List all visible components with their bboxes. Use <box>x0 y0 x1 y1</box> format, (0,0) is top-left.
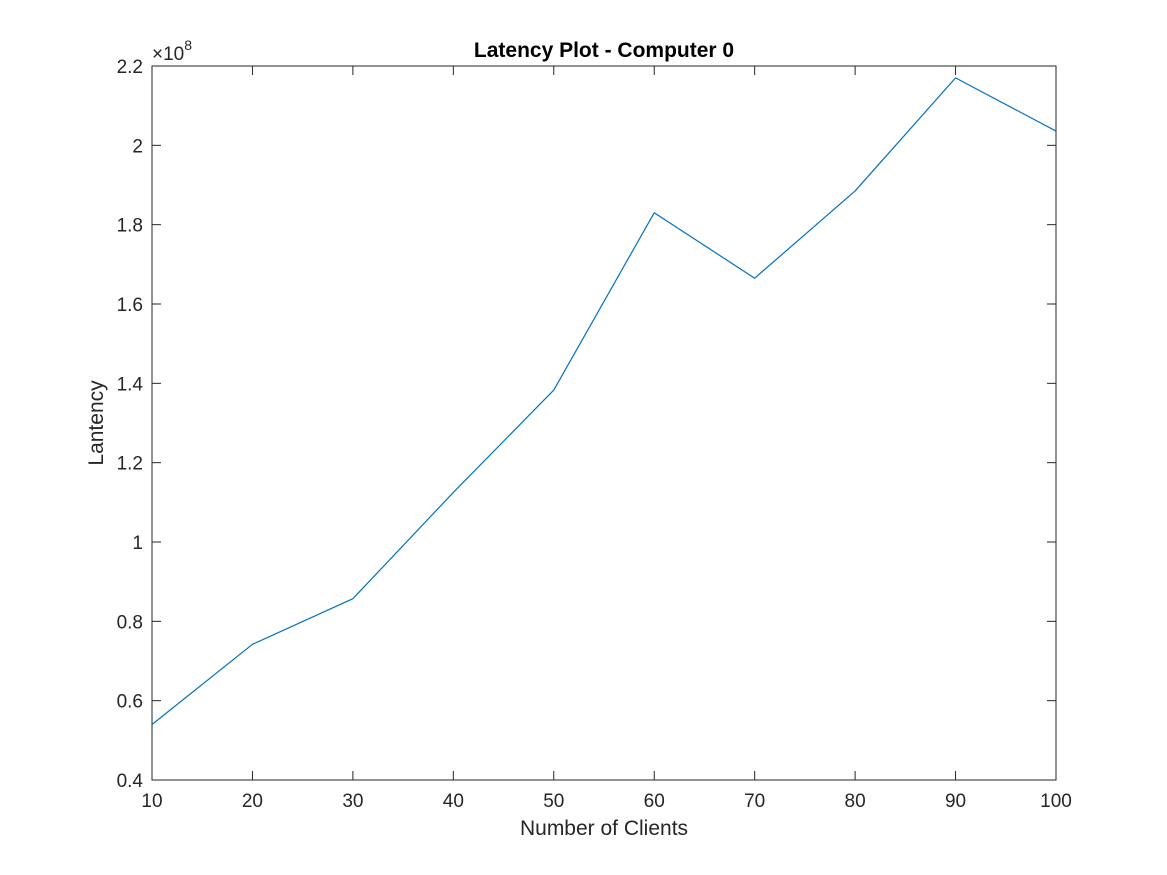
y-tick-label: 0.4 <box>117 771 144 792</box>
series-line <box>151 77 1057 725</box>
y-exponent-power: 8 <box>184 37 192 53</box>
x-tick-label: 10 <box>141 791 162 812</box>
y-tick-label: 1 <box>132 533 143 554</box>
x-tick-label: 90 <box>945 791 966 812</box>
x-tick-label: 70 <box>744 791 765 812</box>
x-axis-title: Number of Clients <box>520 817 688 840</box>
x-tick-label: 30 <box>342 791 363 812</box>
axis-ticks <box>151 65 1057 781</box>
plot-area <box>151 65 1057 781</box>
chart-title: Latency Plot - Computer 0 <box>474 39 734 62</box>
x-tick-label: 60 <box>644 791 665 812</box>
x-tick-label: 100 <box>1040 791 1072 812</box>
y-tick-label: 2.2 <box>117 57 143 78</box>
x-tick-label: 40 <box>443 791 464 812</box>
x-tick-label: 50 <box>543 791 564 812</box>
y-tick-label: 2 <box>132 136 143 157</box>
y-tick-label: 1.4 <box>117 374 144 395</box>
y-tick-label: 1.2 <box>117 454 143 475</box>
y-tick-label: 1.6 <box>117 295 143 316</box>
y-axis-title: Lantency <box>85 380 108 466</box>
y-axis-exponent: ×108 <box>152 37 192 65</box>
y-tick-label: 1.8 <box>117 216 143 237</box>
y-tick-label: 0.8 <box>117 612 143 633</box>
x-tick-label: 20 <box>242 791 263 812</box>
tick-labels: 10 20 30 40 50 60 70 80 90 100 0.4 0.6 0.8 1 1.2 1.4 1.6… <box>117 57 1072 812</box>
y-exponent-base: ×10 <box>152 44 184 65</box>
y-tick-label: 0.6 <box>117 692 143 713</box>
x-tick-label: 80 <box>845 791 866 812</box>
data-series <box>151 77 1057 725</box>
